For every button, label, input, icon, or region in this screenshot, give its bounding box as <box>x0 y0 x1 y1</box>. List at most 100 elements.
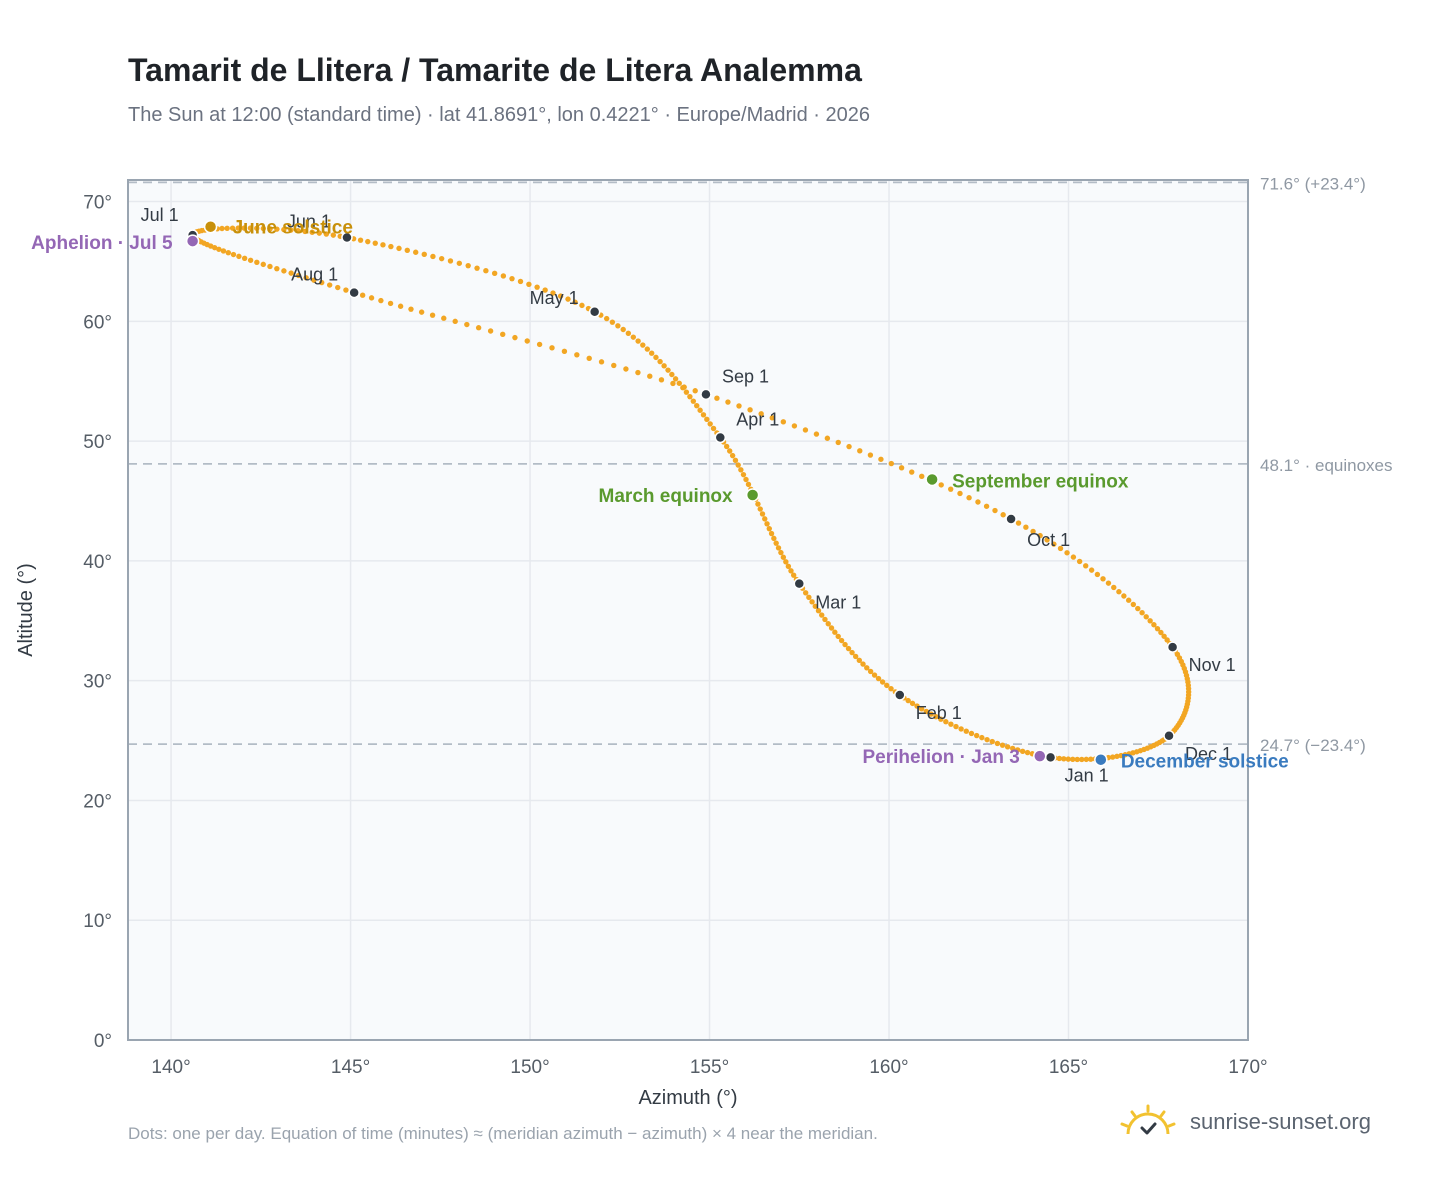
daily-sun-dot <box>867 452 874 458</box>
daily-sun-dot <box>828 625 835 631</box>
daily-sun-dot <box>766 525 772 532</box>
daily-sun-dot <box>620 326 626 333</box>
daily-sun-dot <box>687 393 693 400</box>
daily-sun-dot <box>909 469 915 475</box>
daily-sun-dot <box>773 540 779 546</box>
reference-line-label: 24.7° (−23.4°) <box>1260 736 1366 755</box>
daily-sun-dot <box>676 380 682 386</box>
daily-sun-dot <box>1151 622 1157 628</box>
daily-sun-dot <box>236 253 242 260</box>
daily-sun-dot <box>1076 558 1083 565</box>
daily-sun-dot <box>1111 584 1117 591</box>
chart-subtitle: The Sun at 12:00 (standard time) · lat 4… <box>128 104 870 126</box>
daily-sun-dot <box>1143 614 1149 620</box>
daily-sun-dot <box>625 330 632 336</box>
event-label: Perihelion · Jan 3 <box>862 747 1019 768</box>
daily-sun-dot <box>561 348 568 355</box>
x-tick-label: 170° <box>1228 1057 1267 1078</box>
daily-sun-dot <box>736 403 742 409</box>
event-marker <box>925 472 939 487</box>
daily-sun-dot <box>989 738 995 745</box>
daily-sun-dot <box>994 740 1001 747</box>
daily-sun-dot <box>647 373 653 379</box>
daily-sun-dot <box>230 251 237 258</box>
daily-sun-dot <box>653 354 659 361</box>
daily-sun-dot <box>1079 756 1085 763</box>
daily-sun-dot <box>465 262 471 269</box>
daily-sun-dot <box>943 719 949 725</box>
month-markers: Jan 1 Feb 1 Mar 1 Apr 1 May 1 Jun 1 Jul 1 Aug 1… <box>141 205 1236 785</box>
daily-sun-dot <box>1100 576 1106 582</box>
daily-sun-dot <box>790 572 797 578</box>
daily-sun-dot <box>1094 571 1101 578</box>
daily-sun-dot <box>319 279 325 286</box>
daily-sun-dot <box>579 302 585 309</box>
daily-sun-dot <box>780 554 787 560</box>
daily-sun-dot <box>704 416 710 423</box>
daily-sun-dot <box>225 250 232 256</box>
daily-sun-dot <box>898 465 905 471</box>
daily-sun-dot <box>241 225 247 231</box>
month-marker-label: Jul 1 <box>141 205 179 225</box>
daily-sun-dot <box>534 284 540 290</box>
y-tick-label: 20° <box>83 791 112 812</box>
brand[interactable]: sunrise-sunset.org <box>1120 1104 1371 1140</box>
month-marker-label: Jun 1 <box>287 211 331 231</box>
daily-sun-dot <box>846 443 852 450</box>
month-marker-label: Oct 1 <box>1027 530 1070 550</box>
event-label: September equinox <box>952 471 1129 492</box>
daily-sun-dot <box>464 321 470 328</box>
daily-sun-dot <box>500 273 507 279</box>
daily-sun-dot <box>669 371 675 378</box>
daily-sun-dot <box>309 229 315 235</box>
daily-sun-dot <box>791 423 798 429</box>
daily-sun-dot <box>1015 747 1021 753</box>
daily-sun-dot <box>326 282 333 288</box>
daily-sun-dot <box>710 425 717 432</box>
x-axis-label: Azimuth (°) <box>638 1087 737 1109</box>
daily-sun-dot <box>640 342 646 348</box>
event-label: Aphelion · Jul 5 <box>31 233 173 254</box>
daily-sun-dot <box>953 723 959 730</box>
daily-sun-dot <box>372 240 378 246</box>
daily-sun-dot <box>430 253 436 260</box>
daily-sun-dot <box>832 629 838 635</box>
daily-sun-dot <box>860 661 866 667</box>
daily-sun-dot <box>1118 752 1124 759</box>
daily-sun-dot <box>1135 605 1141 612</box>
daily-sun-dot <box>542 287 548 293</box>
daily-sun-dot <box>260 225 267 232</box>
daily-sun-dot <box>966 495 972 501</box>
daily-sun-dot <box>648 350 655 356</box>
daily-sun-dot <box>517 278 524 285</box>
month-marker-label: Apr 1 <box>736 410 779 430</box>
footnote: Dots: one per day. Equation of time (min… <box>128 1124 878 1143</box>
daily-sun-dot <box>274 265 280 272</box>
daily-sun-dot <box>260 261 266 268</box>
daily-sun-dot <box>408 306 414 312</box>
daily-sun-dot <box>1130 601 1137 608</box>
daily-sun-dot <box>999 742 1006 748</box>
reference-line-label: 71.6° (+23.4°) <box>1260 174 1366 193</box>
x-tick-label: 160° <box>869 1057 908 1078</box>
y-tick-label: 30° <box>83 672 112 693</box>
daily-sun-dot <box>254 225 260 231</box>
daily-sun-dot <box>802 590 809 596</box>
daily-sun-dot <box>524 338 530 344</box>
daily-sun-dot <box>825 621 831 627</box>
daily-sun-dot <box>229 225 236 231</box>
daily-sun-dot <box>957 490 963 497</box>
daily-sun-dot <box>700 412 707 418</box>
daily-sun-dot <box>615 323 621 329</box>
daily-sun-dot <box>867 668 874 675</box>
daily-sun-dot <box>806 594 812 601</box>
month-marker <box>1044 751 1057 764</box>
axis-ticks: 140° 145° 150° 155° 160° 165° 170° 0° 10° 20° 30° 4… <box>83 193 1267 1078</box>
daily-sun-dot <box>822 616 828 623</box>
daily-sun-dot <box>1023 524 1029 530</box>
brand-name[interactable]: sunrise-sunset.org <box>1190 1109 1371 1134</box>
daily-sun-dot <box>267 263 273 270</box>
x-tick-label: 165° <box>1049 1057 1088 1078</box>
daily-sun-dot <box>968 730 975 737</box>
